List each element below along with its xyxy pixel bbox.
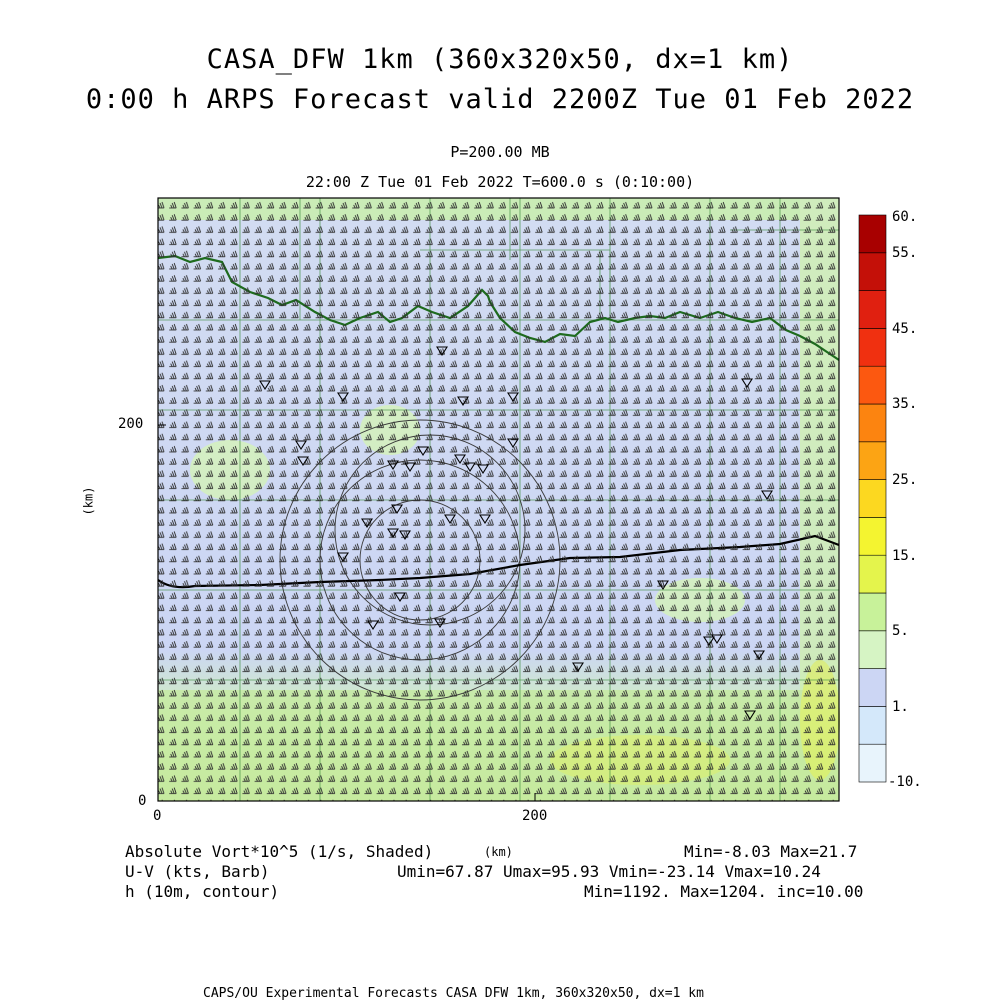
x-tick-label: 0: [153, 808, 162, 824]
colorbar-segment: [858, 743, 887, 783]
field-3-stats: Min=1192. Max=1204. inc=10.00: [584, 882, 864, 901]
colorbar-segment: [858, 328, 887, 367]
colorbar-segment: [858, 290, 887, 329]
colorbar-segment: [858, 517, 887, 556]
pressure-level: P=200.00 MB: [450, 143, 550, 161]
colorbar-label: 5.: [892, 623, 909, 639]
colorbar-label: 45.: [892, 321, 918, 337]
colorbar-segment: [858, 365, 887, 405]
radar-site-markers: [259, 346, 773, 721]
title-line-2: 0:00 h ARPS Forecast valid 2200Z Tue 01 …: [85, 84, 915, 115]
field-1-stats: Min=-8.03 Max=21.7: [684, 842, 858, 861]
y-axis-label: (km): [81, 486, 96, 516]
valid-time: 22:00 Z Tue 01 Feb 2022 T=600.0 s (0:10:…: [305, 173, 695, 191]
colorbar-segment: [858, 668, 887, 707]
colorbar-label: 35.: [892, 396, 918, 412]
credit-line: CAPS/OU Experimental Forecasts CASA DFW …: [203, 986, 704, 1001]
colorbar: [858, 214, 887, 783]
colorbar-label: 1.: [892, 699, 909, 715]
field-3-name: h (10m, contour): [125, 882, 280, 901]
y-tick-label: 200: [118, 416, 144, 432]
wind-barbs: [158, 198, 839, 801]
colorbar-label: 25.: [892, 472, 918, 488]
axis-ticks: [157, 424, 536, 802]
colorbar-segment: [858, 214, 887, 254]
plot-frame: [157, 197, 840, 802]
colorbar-label: -10.: [888, 774, 922, 790]
colorbar-label: 15.: [892, 548, 918, 564]
field-2-name: U-V (kts, Barb): [125, 862, 270, 881]
colorbar-segment: [858, 554, 887, 594]
colorbar-segment: [858, 706, 887, 745]
colorbar-segment: [858, 592, 887, 632]
colorbar-segment: [858, 441, 887, 480]
field-2-stats: Umin=67.87 Umax=95.93 Vmin=-23.14 Vmax=1…: [397, 862, 821, 881]
field-1-name: Absolute Vort*10^5 (1/s, Shaded): [125, 842, 434, 861]
y-tick-label: 0: [138, 793, 147, 809]
colorbar-segment: [858, 403, 887, 443]
x-axis-label: (km): [484, 845, 513, 859]
x-tick-label: 200: [522, 808, 548, 824]
colorbar-segment: [858, 479, 887, 518]
colorbar-label: 55.: [892, 245, 918, 261]
colorbar-segment: [858, 252, 887, 291]
colorbar-segment: [858, 630, 887, 669]
plot-area: [157, 197, 840, 802]
colorbar-label: 60.: [892, 209, 918, 225]
title-line-1: CASA_DFW 1km (360x320x50, dx=1 km): [206, 44, 794, 75]
